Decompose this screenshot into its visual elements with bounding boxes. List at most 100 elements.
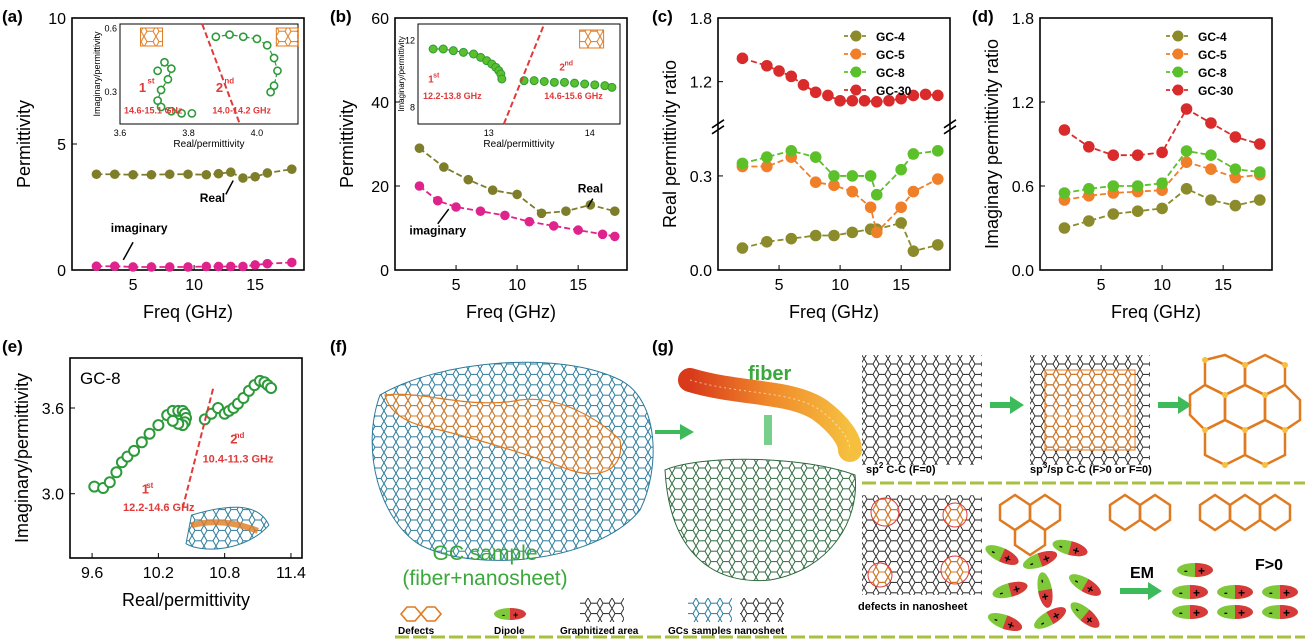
data-point-b-imaginary-4 [500,210,510,221]
dipole-15: - + [1177,563,1213,578]
data-point-d-gc4-1 [1083,215,1095,227]
data-point-a-imaginary-1 [109,261,120,272]
dipole-9: - + [1172,585,1208,600]
data-point-e-0-19 [166,414,179,427]
x-axis-label-e: Real/permittivity [122,590,250,610]
data-point-a-real-1 [109,169,120,180]
y-tick-label-b-0: 0 [380,263,389,280]
dipole-pos-1 [1037,550,1058,567]
inset-point-a-2-2 [238,32,248,42]
data-point-b-real-0 [414,143,425,153]
data-point-d-gc30-0 [1058,124,1071,136]
legend-label-d-1: GC-5 [1198,48,1227,62]
data-point-e-0-2 [103,476,116,489]
data-point-a-imaginary-8 [225,261,236,272]
data-point-a-imaginary-6 [201,261,212,272]
x-tick-label-b-2: 15 [569,277,587,294]
annotation-real-b: Real [578,181,603,195]
inset-label-a-2sup: nd [224,77,234,86]
data-point-d-gc30-8 [1253,138,1266,150]
dipole-plus-11: + [1283,586,1290,600]
data-point-d-gc8-0 [1058,187,1071,199]
annotation-arrow-real-a [225,180,234,195]
inset-point-a-1-1 [160,57,169,67]
data-point-c-gc30-11 [883,94,895,107]
data-point-c-gc8-3 [809,151,822,163]
x-tick-label-d-2: 15 [1214,277,1232,294]
inset-x-tick-a-1: 3.8 [182,128,195,138]
data-point-d-gc30-7 [1229,131,1242,143]
data-point-c-gc8-0 [736,157,749,170]
data-point-b-imaginary-9 [609,231,620,242]
dipole-pos-9 [1190,585,1208,599]
data-point-a-real-4 [164,169,175,180]
inset-freq-a-1: 14.6-15.1 GHz [124,105,183,115]
series-line-d-gc8 [1064,150,1260,194]
data-point-a-real-9 [238,173,248,183]
data-point-c-gc30-0 [736,52,749,65]
data-point-a-imaginary-12 [286,257,297,268]
inset-x-label-a: Real/permittivity [173,139,244,150]
data-point-c-gc30-2 [773,65,785,77]
data-point-a-real-6 [201,169,212,180]
data-point-e-0-7 [135,436,148,449]
data-point-d-gc8-7 [1229,163,1242,175]
panel-g-schematic: fiber sp2 C-C (F=0) sp3/sp C-C (F>0 or F… [664,353,1305,633]
x-tick-label-b-0: 5 [452,277,461,294]
inset-x-tick-a-0: 3.6 [114,128,127,138]
dipole-6: - + [987,612,1023,633]
data-point-b-imaginary-5 [524,216,535,227]
dipole-minus-12: - [1179,607,1183,619]
y-tick-label-a-1: 5 [57,137,66,154]
data-point-c-gc8-6 [864,170,877,182]
label-e-2sup: nd [235,431,245,440]
dipole-13: - + [1217,605,1253,620]
y-axis-label-d: Imaginary permittivity ratio [982,39,1002,249]
data-point-a-real-3 [146,169,157,180]
dipole-0: - + [985,545,1019,566]
dipole-minus-14: - [1269,607,1273,619]
data-point-c-gc30-5 [809,86,822,99]
inset-point-b-1-3 [458,47,468,57]
x-tick-label-d-0: 5 [1097,277,1106,294]
data-point-b-imaginary-2 [451,202,461,212]
inset-point-b-1-2 [448,46,458,56]
data-point-b-real-7 [585,200,596,210]
data-point-a-real-11 [262,168,273,178]
data-point-c-gc8-10 [931,145,944,157]
dipole-minus-4: - [1036,578,1049,584]
dipoles: - + - +- +- +-+-+- + -+ -+- + - + - +- + - + - +- + [985,539,1298,633]
inset-label-b-2: 2 [559,63,565,74]
data-point-b-imaginary-6 [548,221,559,231]
em-arrow [1120,582,1162,600]
defect-spot-4 [940,555,970,585]
data-point-a-real-12 [286,164,297,174]
data-point-d-gc4-7 [1229,199,1242,212]
dipole-icon: - + [494,608,526,620]
panel-f-schematic: GC sample (fiber+nanosheet) [371,361,694,590]
inset-label-a-2: 2 [216,80,223,95]
dipole-minus-15: - [1184,565,1188,577]
legend-label-c-1: GC-5 [876,48,905,62]
x-axis-label-b: Freq (GHz) [466,302,556,322]
data-point-c-gc4-0 [736,242,749,254]
dipole-minus-7: - [1038,617,1047,629]
inset-point-b-2-5 [570,78,580,88]
inset-label-a-1sup: st [147,77,154,86]
data-point-a-imaginary-3 [146,262,157,272]
annotation-arrow-imag-a [122,241,134,261]
dipole-pos-11 [1280,585,1298,599]
dipole-minus-9: - [1179,587,1183,599]
inset-label-b-1: 1 [428,74,434,85]
dipole-14: - + [1262,605,1298,620]
inset-molecule-b [579,29,605,49]
dipole-8: -+ [1070,602,1100,628]
legend-gcs-samples: GCs samples nanosheet [668,626,785,637]
axis-break-right [943,119,957,135]
data-point-a-real-10 [250,171,260,182]
x-axis-label-a: Freq (GHz) [143,302,233,322]
gcs-sample-icon-1 [688,598,732,622]
y-tick-label-c-1: 0.3 [690,169,712,186]
dipole-plus-15: + [1198,564,1205,578]
